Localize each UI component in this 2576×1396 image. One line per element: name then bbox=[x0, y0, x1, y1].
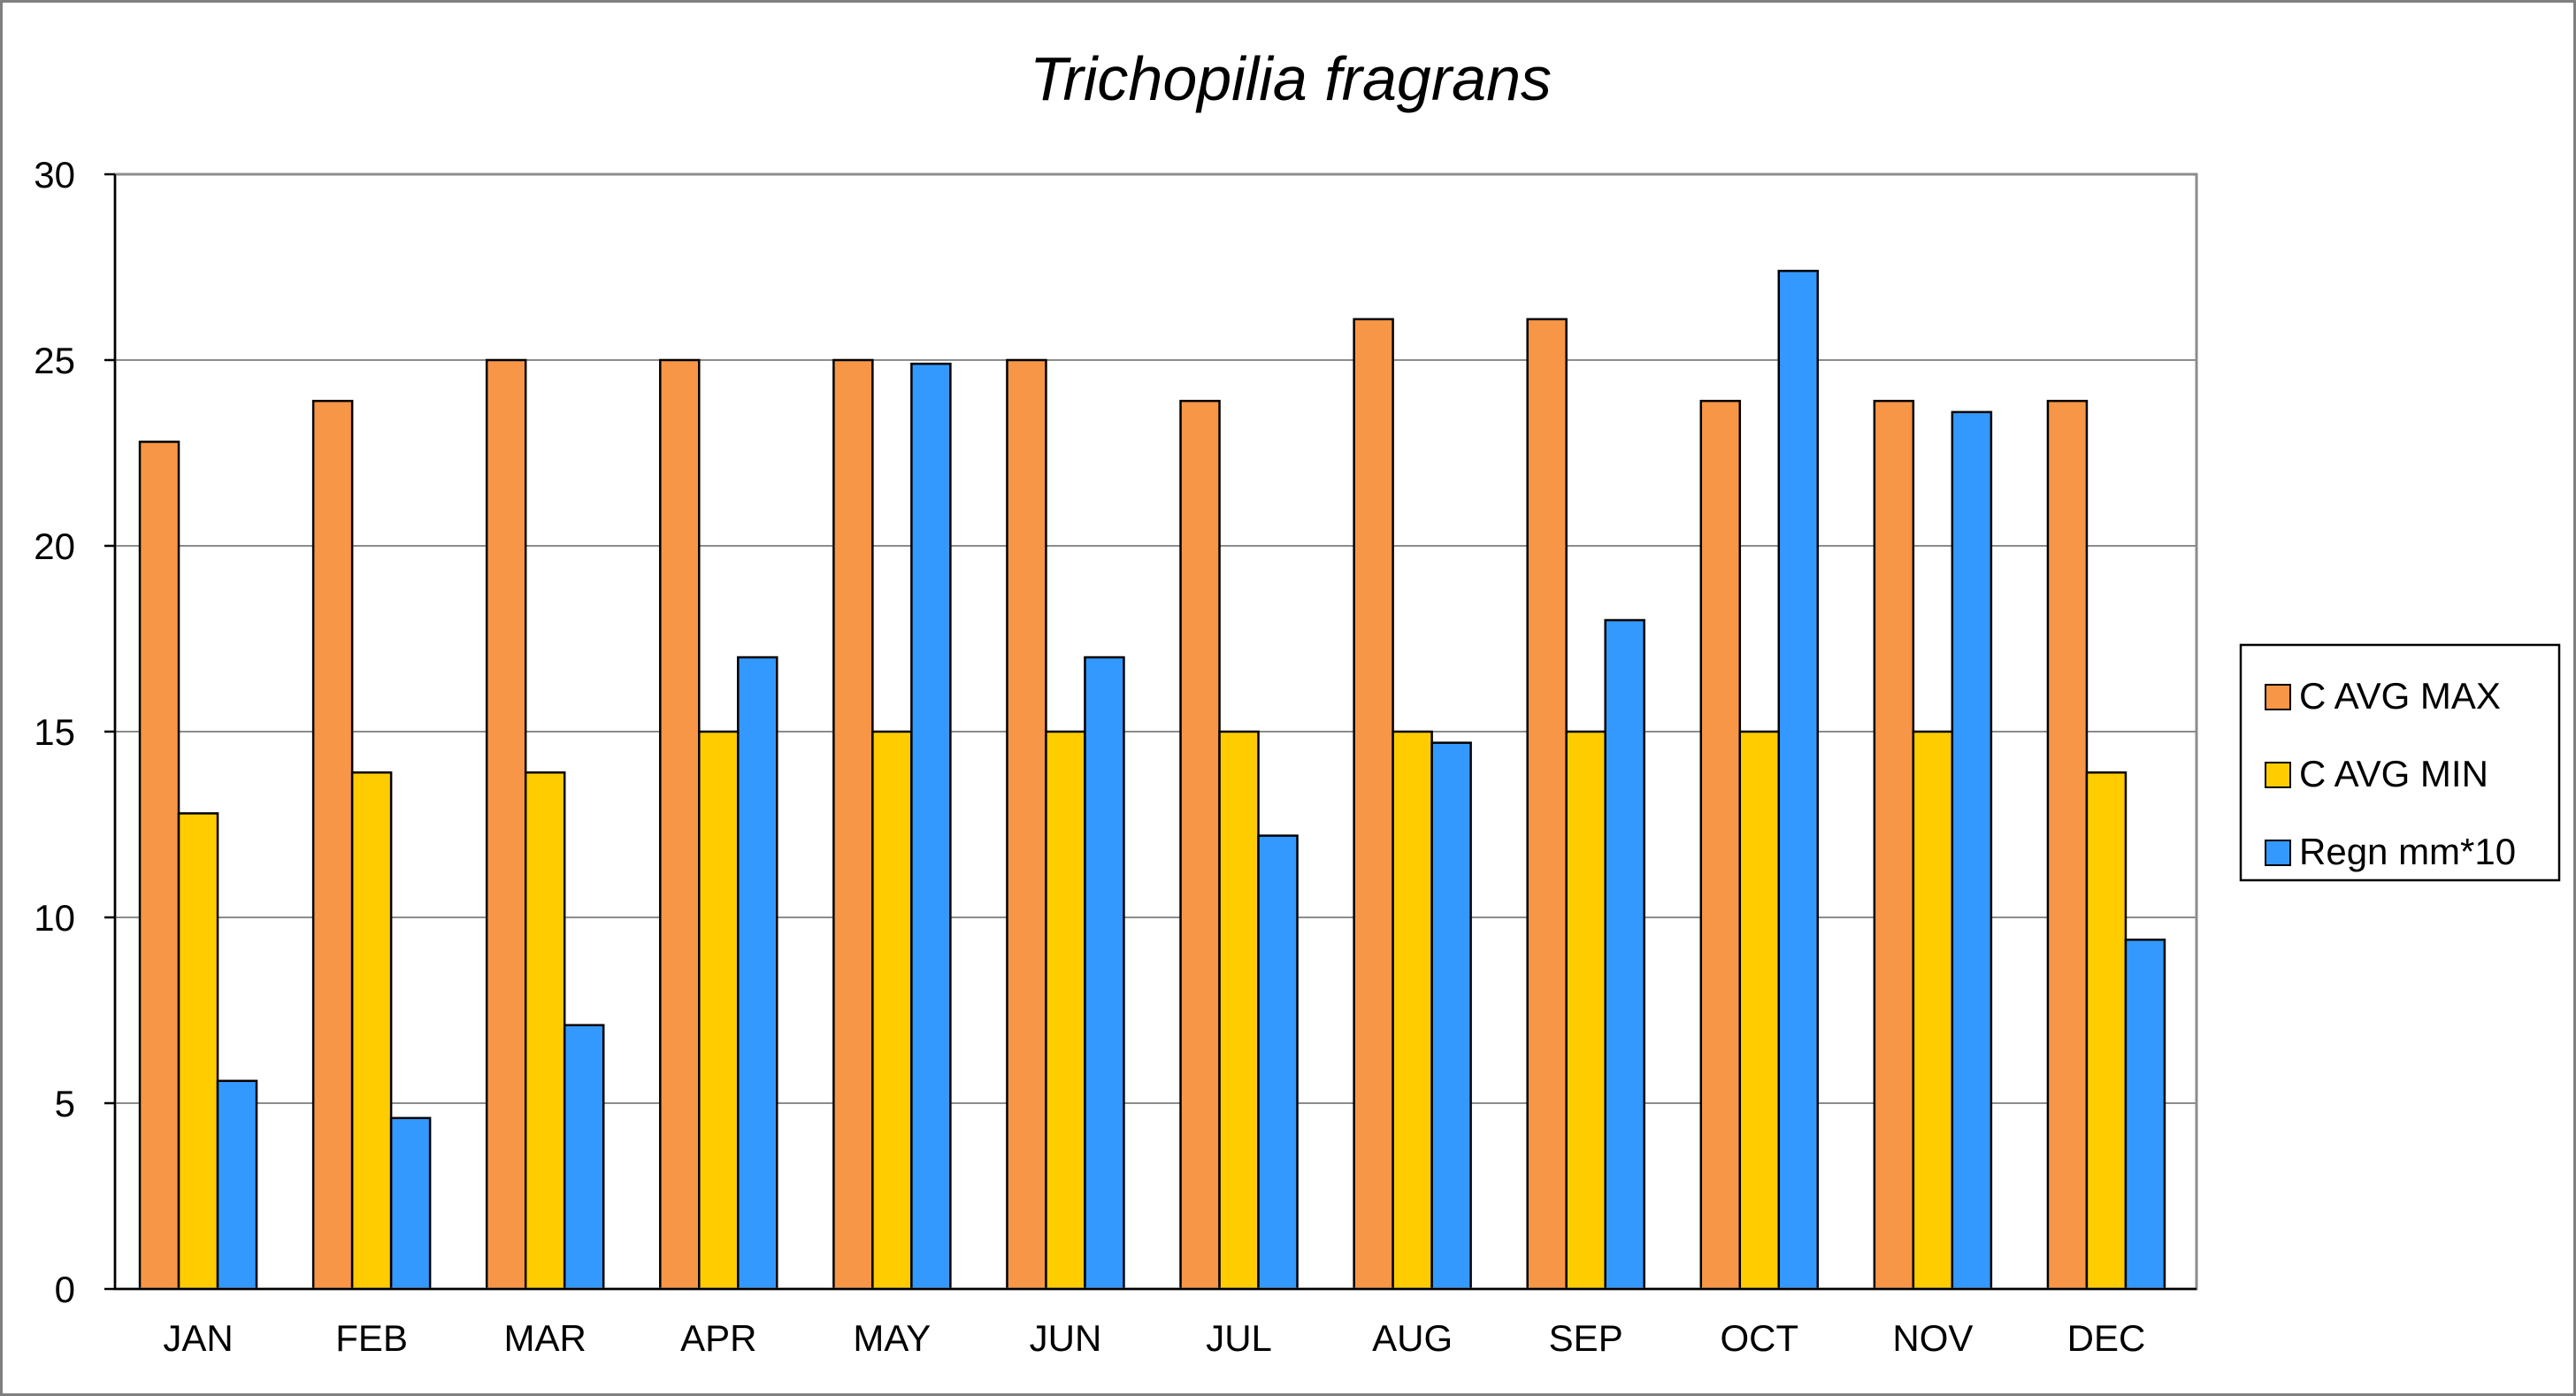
bar-jul-series-3 bbox=[1257, 834, 1299, 1291]
bar-nov-series-1 bbox=[1873, 399, 1915, 1291]
bar-feb-series-2 bbox=[350, 771, 393, 1291]
x-tick-label: FEB bbox=[335, 1317, 408, 1359]
x-tick-label: JUN bbox=[1030, 1317, 1102, 1359]
x-tick-label: NOV bbox=[1892, 1317, 1973, 1359]
x-tick-label: JAN bbox=[163, 1317, 233, 1359]
legend-swatch bbox=[2265, 840, 2291, 866]
bar-feb-series-1 bbox=[311, 399, 354, 1291]
x-tick-label: JUL bbox=[1206, 1317, 1272, 1359]
legend-swatch bbox=[2265, 762, 2291, 788]
x-tick-label: SEP bbox=[1549, 1317, 1623, 1359]
bar-jan-series-2 bbox=[177, 812, 219, 1291]
bar-mar-series-3 bbox=[563, 1024, 605, 1291]
y-tick-label: 20 bbox=[34, 525, 75, 567]
bar-aug-series-1 bbox=[1353, 318, 1394, 1291]
legend-label: Regn mm*10 bbox=[2299, 831, 2516, 872]
bar-aug-series-2 bbox=[1392, 730, 1433, 1291]
x-tick-label: APR bbox=[680, 1317, 756, 1359]
bar-chart: Trichopilia fragrans JAN FEB MAR APR MAY JUN J… bbox=[34, 44, 2561, 1359]
bar-oct-series-2 bbox=[1738, 730, 1781, 1291]
legend-label: C AVG MIN bbox=[2299, 753, 2488, 794]
bar-nov-series-2 bbox=[1912, 730, 1954, 1291]
bar-aug-series-3 bbox=[1430, 741, 1472, 1291]
plot-area: JAN FEB MAR APR MAY JUN JUL AUG SEP OCT NOV DEC 0 5 10… bbox=[34, 154, 2198, 1359]
bar-sep-series-3 bbox=[1604, 618, 1645, 1291]
y-tick-label: 0 bbox=[55, 1269, 75, 1310]
x-tick-label: AUG bbox=[1372, 1317, 1453, 1359]
bar-jul-series-2 bbox=[1218, 730, 1260, 1291]
bar-jun-series-2 bbox=[1045, 730, 1086, 1291]
bar-jan-series-1 bbox=[138, 441, 180, 1291]
x-tick-label: MAY bbox=[853, 1317, 931, 1359]
y-tick-label: 10 bbox=[34, 897, 75, 939]
bar-sep-series-1 bbox=[1526, 318, 1568, 1291]
bar-dec-series-2 bbox=[2085, 771, 2128, 1291]
y-tick-label: 25 bbox=[34, 340, 75, 381]
bar-may-series-3 bbox=[910, 362, 952, 1291]
bar-apr-series-2 bbox=[698, 730, 740, 1291]
legend-box bbox=[2239, 643, 2561, 882]
bar-apr-series-3 bbox=[737, 656, 778, 1291]
bar-jun-series-1 bbox=[1006, 358, 1047, 1291]
x-tick-label: DEC bbox=[2067, 1317, 2146, 1359]
bar-jul-series-1 bbox=[1179, 399, 1221, 1291]
legend: C AVG MAX C AVG MIN Regn mm*10 bbox=[2239, 643, 2561, 882]
bar-mar-series-1 bbox=[485, 358, 527, 1291]
bar-dec-series-1 bbox=[2046, 399, 2089, 1291]
x-tick-label: OCT bbox=[1720, 1317, 1798, 1359]
bar-may-series-2 bbox=[871, 730, 913, 1291]
bar-jan-series-3 bbox=[216, 1079, 258, 1291]
legend-label: C AVG MAX bbox=[2299, 675, 2501, 717]
y-tick-label: 5 bbox=[55, 1083, 75, 1124]
chart-title: Trichopilia fragrans bbox=[1030, 44, 1552, 113]
bar-nov-series-3 bbox=[1951, 410, 1993, 1291]
bar-oct-series-3 bbox=[1777, 269, 1820, 1291]
legend-swatch bbox=[2265, 684, 2291, 710]
bar-jun-series-3 bbox=[1084, 656, 1125, 1291]
bar-apr-series-1 bbox=[659, 358, 701, 1291]
bar-oct-series-1 bbox=[1699, 399, 1742, 1291]
x-tick-label: MAR bbox=[504, 1317, 586, 1359]
bar-mar-series-2 bbox=[524, 771, 566, 1291]
y-tick-label: 15 bbox=[34, 711, 75, 753]
bar-sep-series-2 bbox=[1565, 730, 1606, 1291]
bar-dec-series-3 bbox=[2124, 938, 2166, 1291]
bar-may-series-1 bbox=[832, 358, 874, 1291]
y-tick-label: 30 bbox=[34, 154, 75, 196]
bar-feb-series-3 bbox=[389, 1116, 432, 1291]
